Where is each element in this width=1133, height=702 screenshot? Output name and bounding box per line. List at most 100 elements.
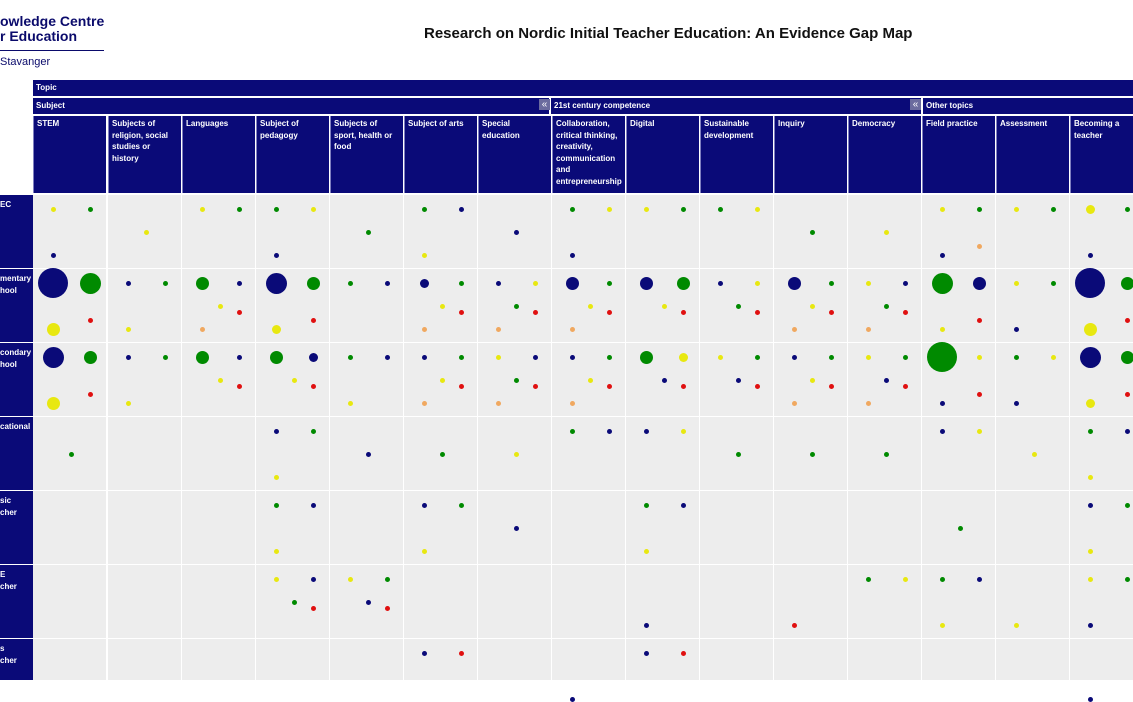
gap-map-cell[interactable]	[626, 639, 699, 680]
evidence-bubble-orange[interactable]	[496, 327, 501, 332]
evidence-bubble-blue[interactable]	[662, 378, 667, 383]
evidence-bubble-yellow[interactable]	[681, 429, 686, 434]
evidence-bubble-orange[interactable]	[866, 401, 871, 406]
evidence-bubble-blue[interactable]	[309, 353, 318, 362]
evidence-bubble-blue[interactable]	[1080, 347, 1101, 368]
evidence-bubble-blue[interactable]	[51, 253, 56, 258]
evidence-bubble-red[interactable]	[311, 318, 316, 323]
gap-map-cell[interactable]	[108, 491, 181, 564]
evidence-bubble-yellow[interactable]	[588, 378, 593, 383]
evidence-bubble-yellow[interactable]	[679, 353, 688, 362]
evidence-bubble-yellow[interactable]	[810, 378, 815, 383]
evidence-bubble-yellow[interactable]	[272, 325, 281, 334]
evidence-bubble-blue[interactable]	[385, 281, 390, 286]
gap-map-cell[interactable]	[1070, 565, 1133, 638]
evidence-bubble-green[interactable]	[163, 355, 168, 360]
evidence-bubble-green[interactable]	[237, 207, 242, 212]
evidence-bubble-yellow[interactable]	[1086, 205, 1095, 214]
evidence-bubble-red[interactable]	[977, 392, 982, 397]
evidence-bubble-blue[interactable]	[43, 347, 64, 368]
gap-map-cell[interactable]	[478, 639, 551, 680]
evidence-bubble-red[interactable]	[385, 606, 390, 611]
evidence-bubble-red[interactable]	[829, 384, 834, 389]
gap-map-cell[interactable]	[996, 491, 1069, 564]
evidence-bubble-green[interactable]	[681, 207, 686, 212]
gap-map-cell[interactable]	[552, 417, 625, 490]
evidence-bubble-red[interactable]	[977, 318, 982, 323]
evidence-bubble-red[interactable]	[681, 384, 686, 389]
evidence-bubble-yellow[interactable]	[533, 281, 538, 286]
evidence-bubble-green[interactable]	[348, 355, 353, 360]
gap-map-cell[interactable]	[700, 565, 773, 638]
evidence-bubble-orange[interactable]	[422, 327, 427, 332]
evidence-bubble-green[interactable]	[1121, 351, 1133, 364]
evidence-bubble-blue[interactable]	[1088, 697, 1093, 702]
evidence-bubble-red[interactable]	[903, 310, 908, 315]
evidence-bubble-yellow[interactable]	[588, 304, 593, 309]
evidence-bubble-orange[interactable]	[422, 401, 427, 406]
gap-map-cell[interactable]	[922, 195, 995, 268]
collapse-21st-century-icon[interactable]: «	[910, 99, 921, 110]
evidence-bubble-blue[interactable]	[977, 577, 982, 582]
gap-map-cell[interactable]	[182, 565, 255, 638]
gap-map-cell[interactable]	[182, 639, 255, 680]
evidence-bubble-yellow[interactable]	[47, 323, 60, 336]
evidence-bubble-blue[interactable]	[38, 268, 68, 298]
evidence-bubble-red[interactable]	[459, 310, 464, 315]
evidence-bubble-green[interactable]	[459, 281, 464, 286]
evidence-bubble-yellow[interactable]	[1014, 281, 1019, 286]
evidence-bubble-red[interactable]	[237, 310, 242, 315]
evidence-bubble-green[interactable]	[640, 351, 653, 364]
evidence-bubble-blue[interactable]	[644, 651, 649, 656]
evidence-bubble-green[interactable]	[810, 452, 815, 457]
evidence-bubble-blue[interactable]	[570, 355, 575, 360]
evidence-bubble-blue[interactable]	[940, 429, 945, 434]
gap-map-cell[interactable]	[33, 565, 106, 638]
evidence-bubble-green[interactable]	[755, 355, 760, 360]
evidence-bubble-green[interactable]	[1051, 281, 1056, 286]
evidence-bubble-green[interactable]	[385, 577, 390, 582]
gap-map-cell[interactable]	[330, 639, 403, 680]
evidence-bubble-green[interactable]	[932, 273, 953, 294]
evidence-bubble-yellow[interactable]	[311, 207, 316, 212]
evidence-bubble-red[interactable]	[88, 318, 93, 323]
gap-map-cell[interactable]	[922, 343, 995, 416]
evidence-bubble-blue[interactable]	[496, 281, 501, 286]
gap-map-cell[interactable]	[256, 639, 329, 680]
evidence-bubble-yellow[interactable]	[940, 623, 945, 628]
gap-map-cell[interactable]	[33, 195, 106, 268]
evidence-bubble-green[interactable]	[307, 277, 320, 290]
evidence-bubble-green[interactable]	[1121, 277, 1133, 290]
evidence-bubble-blue[interactable]	[1075, 268, 1105, 298]
gap-map-cell[interactable]	[552, 343, 625, 416]
gap-map-cell[interactable]	[922, 639, 995, 680]
evidence-bubble-blue[interactable]	[1088, 623, 1093, 628]
evidence-bubble-red[interactable]	[755, 310, 760, 315]
evidence-bubble-green[interactable]	[440, 452, 445, 457]
gap-map-cell[interactable]	[330, 269, 403, 342]
evidence-bubble-green[interactable]	[348, 281, 353, 286]
evidence-bubble-orange[interactable]	[496, 401, 501, 406]
evidence-bubble-red[interactable]	[755, 384, 760, 389]
gap-map-cell[interactable]	[922, 417, 995, 490]
evidence-bubble-blue[interactable]	[459, 207, 464, 212]
gap-map-cell[interactable]	[330, 491, 403, 564]
gap-map-cell[interactable]	[774, 565, 847, 638]
evidence-bubble-red[interactable]	[607, 310, 612, 315]
collapse-subject-icon[interactable]: «	[539, 99, 550, 110]
evidence-bubble-yellow[interactable]	[644, 207, 649, 212]
evidence-bubble-green[interactable]	[958, 526, 963, 531]
evidence-bubble-orange[interactable]	[570, 401, 575, 406]
evidence-bubble-yellow[interactable]	[977, 355, 982, 360]
evidence-bubble-green[interactable]	[644, 503, 649, 508]
gap-map-cell[interactable]	[478, 491, 551, 564]
gap-map-cell[interactable]	[700, 417, 773, 490]
evidence-bubble-blue[interactable]	[422, 503, 427, 508]
gap-map-cell[interactable]	[774, 269, 847, 342]
gap-map-cell[interactable]	[1070, 491, 1133, 564]
evidence-bubble-blue[interactable]	[266, 273, 287, 294]
evidence-bubble-yellow[interactable]	[218, 304, 223, 309]
evidence-bubble-yellow[interactable]	[718, 355, 723, 360]
evidence-bubble-red[interactable]	[829, 310, 834, 315]
gap-map-cell[interactable]	[478, 417, 551, 490]
